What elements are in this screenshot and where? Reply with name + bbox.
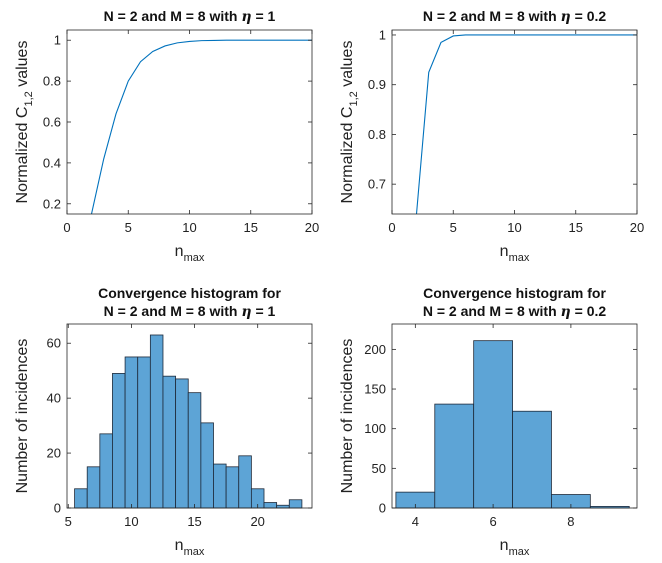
chart-4: 4 6 8 0 50 100 150 200 Convergence histogram for… <box>339 285 638 558</box>
y-axis-label: Normalized C1,2 values <box>339 41 360 204</box>
x-tick-label: 8 <box>567 514 574 529</box>
histogram-bar <box>74 488 88 509</box>
x-tick-label: 4 <box>412 514 419 529</box>
x-tick-label: 0 <box>63 220 70 235</box>
x-tick-label: 15 <box>244 220 258 235</box>
x-axis-label: nmax <box>500 243 530 264</box>
histogram-bar <box>86 466 101 509</box>
histogram-bar <box>137 356 151 509</box>
x-tick-label: 0 <box>388 220 395 235</box>
y-axis-label: Number of incidences <box>14 339 31 494</box>
chart-title: Convergence histogram for <box>423 285 606 301</box>
x-axis-label-subscript: max <box>184 252 205 264</box>
axes-box <box>391 29 638 215</box>
x-tick-label: 5 <box>450 220 457 235</box>
histogram-bar <box>99 433 113 509</box>
x-tick-label: 10 <box>507 220 521 235</box>
x-axis-label-subscript: max <box>184 546 205 558</box>
histogram-bar <box>288 499 303 509</box>
eta-symbol: η <box>241 304 251 320</box>
x-tick-label: 20 <box>630 220 644 235</box>
axes-box <box>66 323 313 509</box>
y-tick-label: 150 <box>364 382 386 397</box>
y-tick-label: 0 <box>379 501 386 516</box>
y-axis-label-subscript: 1,2 <box>23 91 35 106</box>
histogram-bar <box>124 356 139 509</box>
series-line <box>415 34 637 214</box>
chart-title-line2: N = 2 and M = 8 with η = 0.2 <box>423 303 607 320</box>
y-tick-label: 40 <box>47 391 61 406</box>
y-tick-label: 0.8 <box>368 127 386 142</box>
y-tick-label: 0.7 <box>368 177 386 192</box>
eta-symbol: η <box>561 9 571 25</box>
y-axis-label: Number of incidences <box>339 339 356 494</box>
eta-symbol: η <box>241 9 251 25</box>
y-tick-label: 1 <box>54 33 61 48</box>
histogram-bar <box>149 334 164 509</box>
x-tick-label: 6 <box>489 514 496 529</box>
x-tick-label: 10 <box>124 514 138 529</box>
x-tick-label: 5 <box>65 514 72 529</box>
y-axis-label: Normalized C1,2 values <box>14 41 35 204</box>
chart-1: 0 5 10 15 20 0.2 0.4 0.6 0.8 1 N = 2 and M = 8 wit… <box>14 8 319 264</box>
x-tick-label: 15 <box>187 514 201 529</box>
series-line <box>90 39 312 214</box>
chart-2: 0 5 10 15 20 0.7 0.8 0.9 1 N = 2 and M = 8 with η… <box>339 8 644 264</box>
histogram-bar <box>200 422 214 509</box>
x-axis-label-subscript: max <box>509 546 530 558</box>
axes-box <box>391 323 638 509</box>
y-tick-label: 0.8 <box>43 74 61 89</box>
y-tick-label: 0.4 <box>43 155 61 170</box>
x-axis-label: nmax <box>500 537 530 558</box>
x-tick-label: 15 <box>569 220 583 235</box>
y-tick-label: 0.2 <box>43 196 61 211</box>
y-tick-label: 20 <box>47 446 61 461</box>
axes-box <box>66 29 313 215</box>
histogram-bar <box>112 373 126 509</box>
y-tick-label: 0 <box>54 501 61 516</box>
histogram-bar <box>434 403 475 509</box>
histogram-bar <box>162 375 177 509</box>
chart-title: N = 2 and M = 8 with η = 0.2 <box>423 8 607 25</box>
y-tick-label: 0.6 <box>43 115 61 130</box>
x-axis-label-subscript: max <box>509 252 530 264</box>
histogram-bar <box>473 340 513 509</box>
histogram-bar <box>175 378 189 509</box>
x-tick-label: 20 <box>305 220 319 235</box>
histogram-bar <box>238 455 252 509</box>
y-tick-label: 0.9 <box>368 77 386 92</box>
y-tick-label: 60 <box>47 336 61 351</box>
x-axis-label: nmax <box>175 537 205 558</box>
x-axis-label: nmax <box>175 243 205 264</box>
y-tick-label: 1 <box>379 27 386 42</box>
y-axis-label-subscript: 1,2 <box>348 91 360 106</box>
histogram-bar <box>263 502 278 509</box>
y-tick-label: 200 <box>364 342 386 357</box>
histogram-bar <box>213 463 227 509</box>
x-tick-label: 10 <box>182 220 196 235</box>
eta-symbol: η <box>561 304 571 320</box>
histogram-bar <box>225 466 240 509</box>
histogram-bar <box>512 410 552 509</box>
histogram-bar <box>276 504 290 509</box>
chart-title: Convergence histogram for <box>98 285 281 301</box>
x-tick-label: 20 <box>250 514 264 529</box>
x-tick-label: 5 <box>125 220 132 235</box>
y-tick-label: 100 <box>364 421 386 436</box>
histogram-bar <box>187 392 202 509</box>
chart-3: 5 10 15 20 0 20 40 60 Convergence histogram for N… <box>14 285 313 558</box>
chart-title: N = 2 and M = 8 with η = 1 <box>104 8 276 25</box>
chart-title-line2: N = 2 and M = 8 with η = 1 <box>104 303 276 320</box>
y-tick-label: 50 <box>372 461 386 476</box>
